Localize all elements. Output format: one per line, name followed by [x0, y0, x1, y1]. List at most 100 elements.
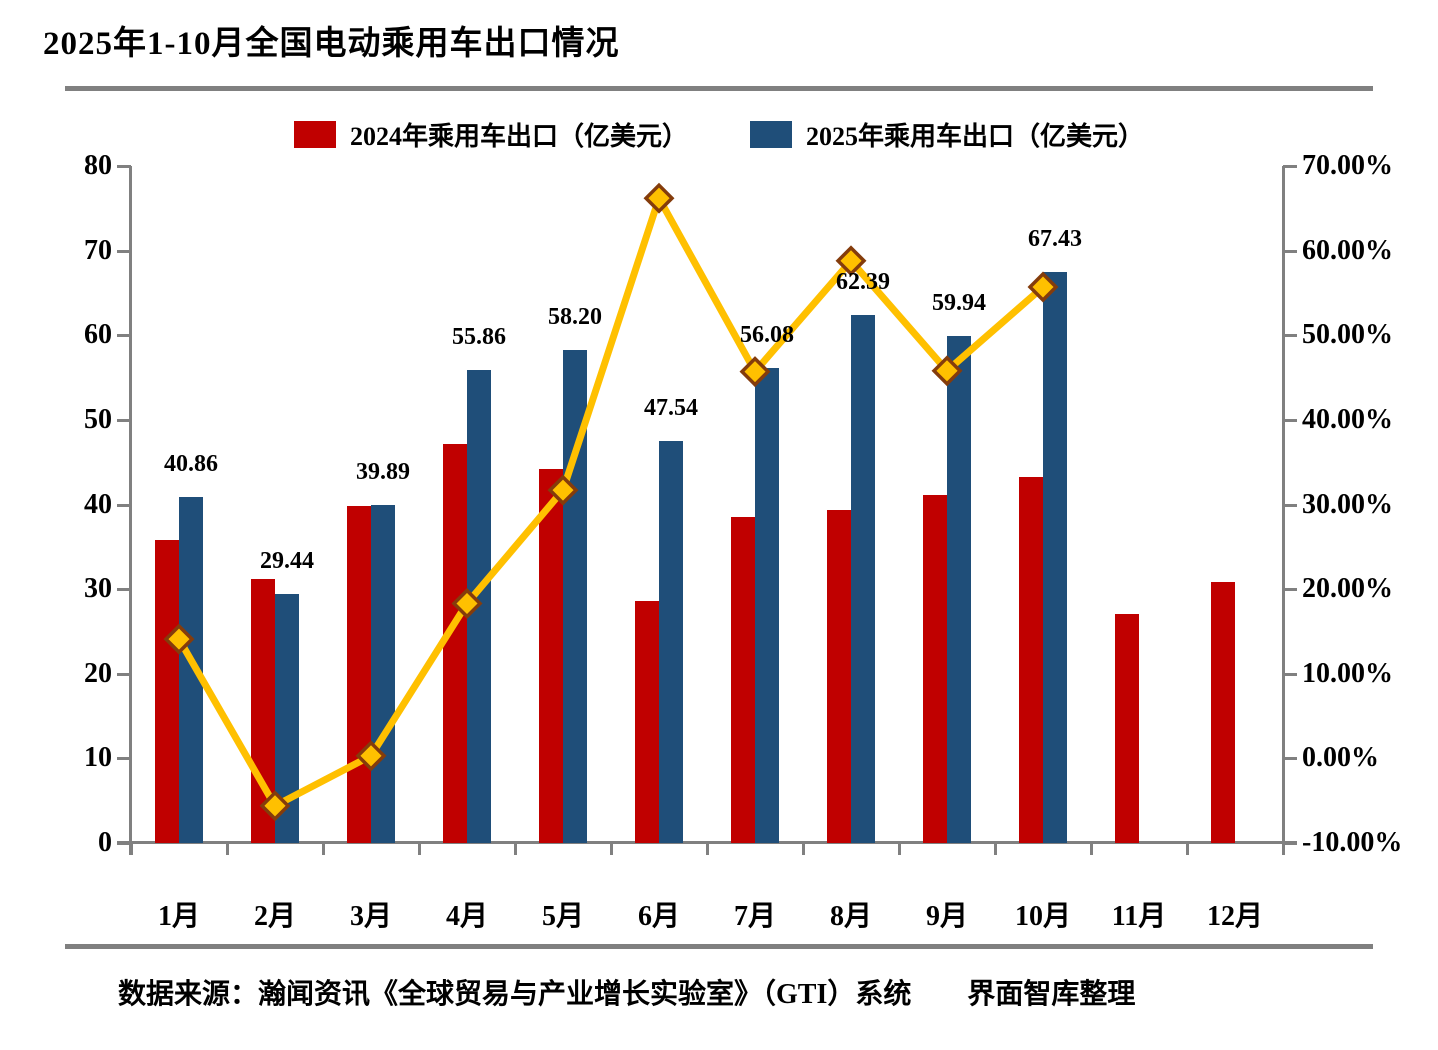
bar-2024 [1019, 476, 1043, 843]
bar-2024 [635, 600, 659, 843]
legend-label-2025: 2025年乘用车出口（亿美元） [806, 122, 1145, 151]
growth-marker [931, 355, 963, 387]
x-axis-tick [418, 843, 421, 855]
bar-value-label: 56.08 [740, 322, 794, 349]
x-axis-tick [1282, 843, 1285, 855]
month-label: 6月 [637, 901, 680, 932]
bar-2024 [827, 510, 851, 843]
month-label: 11月 [1111, 901, 1167, 932]
legend-swatch-2025 [750, 121, 792, 148]
chart-title: 2025年1-10月全国电动乘用车出口情况 [43, 26, 620, 62]
bottom-separator [65, 944, 1373, 949]
x-axis-tick [1090, 843, 1093, 855]
growth-marker [355, 740, 387, 772]
right-axis-line [1282, 166, 1285, 855]
left-axis-tick-label: 10 [84, 742, 112, 774]
legend: 2024年乘用车出口（亿美元） 2025年乘用车出口（亿美元） [0, 116, 1438, 153]
right-axis-tick [1283, 842, 1297, 845]
x-axis-tick [322, 843, 325, 855]
left-axis-tick [117, 165, 131, 168]
growth-marker [1027, 271, 1059, 303]
left-axis-tick-label: 50 [84, 403, 112, 435]
right-axis-tick [1283, 757, 1297, 761]
bar-value-label: 59.94 [932, 289, 986, 316]
left-axis-tick-label: 0 [98, 827, 112, 858]
month-label: 12月 [1206, 901, 1263, 932]
bar-2024 [731, 517, 755, 843]
source-note: 数据来源：瀚闻资讯《全球贸易与产业增长实验室》（GTI）系统 界面智库整理 [118, 979, 1136, 1010]
bar-2025 [851, 315, 875, 843]
month-label: 9月 [925, 901, 968, 932]
left-axis-tick [117, 757, 131, 761]
right-axis-tick [1283, 249, 1297, 253]
right-axis-tick-label: 70.00% [1302, 150, 1393, 181]
left-axis-tick-label: 20 [84, 657, 112, 689]
left-axis-tick-label: 30 [84, 573, 112, 605]
left-axis-tick-label: 80 [84, 150, 112, 181]
growth-line-layer [131, 166, 1283, 843]
bar-2024 [1115, 613, 1139, 843]
legend-item-2025: 2025年乘用车出口（亿美元） [750, 116, 1144, 153]
left-axis-tick-label: 60 [84, 319, 112, 351]
left-axis-tick [117, 672, 131, 676]
right-axis-tick [1283, 588, 1297, 592]
bar-2024 [539, 468, 563, 843]
right-axis-tick-label: 30.00% [1302, 488, 1393, 520]
month-label: 3月 [349, 901, 392, 932]
x-axis-tick [802, 843, 805, 855]
left-axis-tick [117, 334, 131, 338]
right-axis-tick [1283, 672, 1297, 676]
right-axis-tick [1283, 165, 1297, 168]
legend-label-2024: 2024年乘用车出口（亿美元） [349, 122, 688, 151]
left-axis-tick-label: 40 [84, 488, 112, 520]
x-axis-line [117, 841, 1297, 844]
bar-2024 [923, 495, 947, 843]
bar-value-label: 55.86 [452, 324, 506, 351]
left-axis-tick [117, 842, 131, 845]
month-label: 10月 [1014, 901, 1071, 932]
bar-2024 [443, 443, 467, 843]
growth-marker [451, 588, 483, 619]
x-axis-tick [994, 843, 997, 855]
month-label: 7月 [733, 901, 776, 932]
month-label: 4月 [445, 901, 488, 932]
bar-2025 [659, 440, 683, 843]
growth-marker [259, 790, 291, 822]
right-axis-tick-label: 50.00% [1302, 319, 1393, 351]
growth-marker [739, 356, 771, 388]
legend-swatch-2024 [293, 121, 336, 148]
bar-2025 [1043, 272, 1067, 843]
right-axis-tick-label: 60.00% [1302, 234, 1393, 266]
x-axis-tick [706, 843, 709, 855]
right-axis-tick-label: 20.00% [1302, 573, 1393, 605]
right-axis-tick [1283, 334, 1297, 338]
left-axis-tick [117, 418, 131, 422]
bar-2024 [347, 506, 371, 843]
month-label: 5月 [541, 901, 584, 932]
left-axis-tick [117, 503, 131, 507]
bar-value-label: 67.43 [1028, 226, 1082, 253]
x-axis-tick [226, 843, 229, 855]
month-label: 8月 [829, 901, 872, 932]
bar-value-label: 58.20 [548, 304, 602, 331]
right-axis-tick-label: -10.00% [1302, 827, 1403, 858]
left-axis-line [129, 166, 132, 855]
right-axis-tick-label: 10.00% [1302, 657, 1393, 689]
bar-2024 [155, 540, 179, 843]
growth-marker [163, 623, 195, 655]
title-separator [65, 86, 1373, 91]
left-axis-tick [117, 588, 131, 592]
x-axis-tick [130, 843, 133, 855]
growth-marker [643, 182, 675, 214]
month-label: 1月 [157, 901, 200, 932]
x-axis-tick [514, 843, 517, 855]
bar-2025 [947, 335, 971, 843]
growth-line [175, 189, 1046, 811]
right-axis-tick [1283, 503, 1297, 507]
bar-value-label: 40.86 [164, 451, 218, 478]
right-axis-tick-label: 0.00% [1302, 742, 1379, 774]
month-label: 2月 [253, 901, 296, 932]
x-axis-tick [1186, 843, 1189, 855]
growth-marker [835, 245, 867, 277]
